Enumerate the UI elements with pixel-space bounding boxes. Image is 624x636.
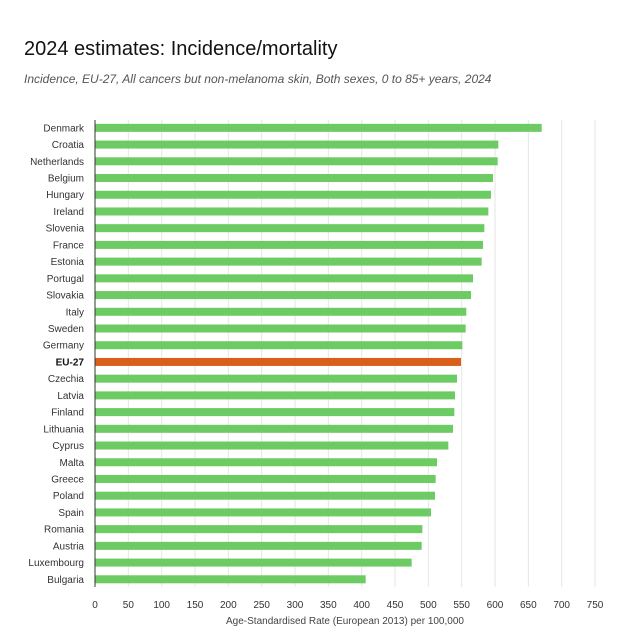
x-tick-label: 0 — [92, 600, 98, 611]
category-label: Romania — [44, 525, 84, 536]
bar — [95, 274, 473, 283]
bar — [95, 174, 493, 183]
bar — [95, 307, 467, 316]
bar — [95, 190, 491, 199]
category-label: Bulgaria — [47, 575, 84, 586]
category-label: Sweden — [48, 324, 84, 335]
bar — [95, 508, 431, 517]
category-label: Germany — [43, 341, 84, 352]
x-tick-label: 400 — [353, 600, 370, 611]
category-label: Belgium — [48, 174, 84, 185]
x-tick-label: 500 — [420, 600, 437, 611]
category-label: Denmark — [43, 123, 85, 134]
bar — [95, 374, 457, 383]
bar-eu-27 — [95, 357, 461, 366]
category-label: France — [53, 240, 85, 251]
category-label: Spain — [58, 508, 84, 519]
bar — [95, 458, 437, 467]
bar — [95, 140, 499, 149]
bar — [95, 525, 423, 534]
chart-title: 2024 estimates: Incidence/mortality — [24, 38, 338, 60]
category-label: Hungary — [46, 190, 84, 201]
category-label: Croatia — [52, 140, 85, 151]
x-tick-label: 700 — [553, 600, 570, 611]
bar — [95, 240, 483, 249]
x-axis-title: Age-Standardised Rate (European 2013) pe… — [226, 616, 464, 627]
bar — [95, 491, 435, 500]
bar — [95, 207, 489, 216]
category-label: Poland — [53, 491, 84, 502]
bar — [95, 424, 453, 433]
bar — [95, 541, 422, 550]
bar — [95, 441, 449, 450]
x-tick-label: 550 — [453, 600, 470, 611]
bar — [95, 123, 542, 132]
bar — [95, 558, 412, 567]
bar — [95, 341, 463, 350]
grid-lines — [127, 120, 596, 587]
bars-group — [95, 123, 542, 584]
x-tick-label: 350 — [320, 600, 337, 611]
category-label: Slovenia — [46, 224, 85, 235]
bar — [95, 157, 498, 166]
category-label: Greece — [51, 474, 84, 485]
x-tick-label: 250 — [253, 600, 270, 611]
category-label: Estonia — [51, 257, 85, 268]
category-label: Finland — [51, 408, 84, 419]
category-label: Netherlands — [30, 157, 84, 168]
category-label: Austria — [53, 541, 85, 552]
category-label: EU-27 — [56, 357, 85, 368]
x-tick-label: 750 — [587, 600, 604, 611]
x-tick-label: 100 — [153, 600, 170, 611]
category-labels: Denmark Croatia Netherlands Belgium Hungary I… — [28, 123, 85, 585]
bar — [95, 474, 436, 483]
x-tick-label: 650 — [520, 600, 537, 611]
bar — [95, 575, 366, 584]
bar — [95, 224, 485, 233]
category-label: Slovakia — [46, 291, 84, 302]
bar — [95, 291, 471, 300]
x-tick-labels: 0 50 100 150 200 250 300 350 400 450 500 550 600 650 7… — [92, 600, 604, 611]
x-tick-label: 450 — [387, 600, 404, 611]
x-tick-label: 200 — [220, 600, 237, 611]
chart-subtitle: Incidence, EU-27, All cancers but non-me… — [24, 72, 492, 86]
x-tick-label: 300 — [287, 600, 304, 611]
category-label: Lithuania — [43, 424, 84, 435]
category-label: Ireland — [53, 207, 84, 218]
bar — [95, 324, 466, 333]
category-label: Cyprus — [52, 441, 84, 452]
category-label: Luxembourg — [28, 558, 84, 569]
category-label: Italy — [66, 307, 84, 318]
category-label: Malta — [60, 458, 85, 469]
x-tick-label: 150 — [187, 600, 204, 611]
bar — [95, 257, 482, 266]
category-label: Czechia — [48, 374, 85, 385]
category-label: Latvia — [57, 391, 84, 402]
x-tick-label: 600 — [487, 600, 504, 611]
bar — [95, 391, 455, 400]
x-tick-label: 50 — [123, 600, 135, 611]
bar — [95, 408, 455, 417]
category-label: Portugal — [47, 274, 84, 285]
